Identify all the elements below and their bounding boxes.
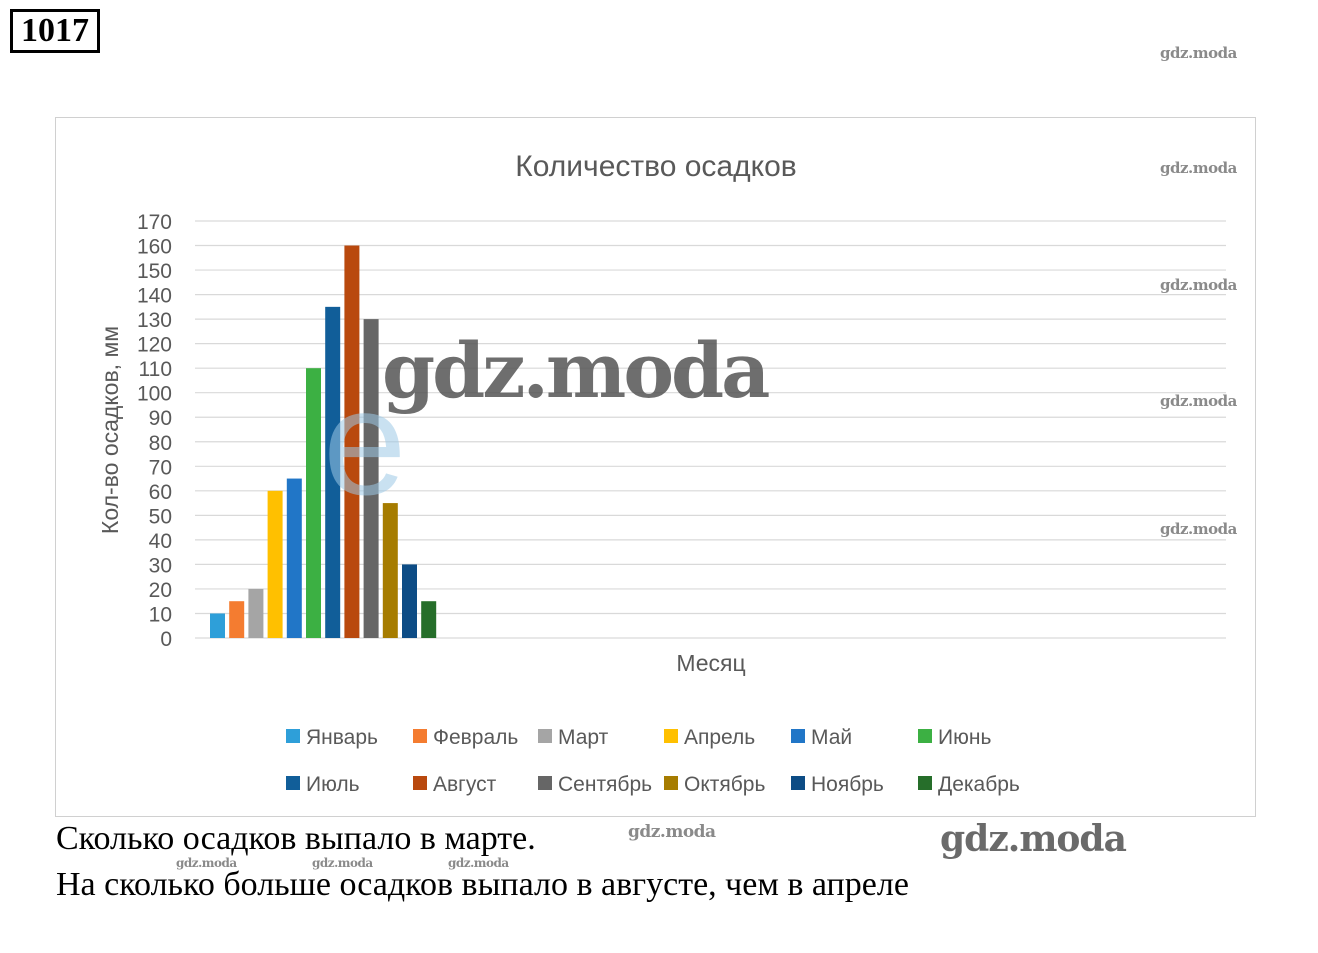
watermark-small: gdz.moda — [1160, 276, 1237, 294]
bar-6 — [306, 368, 321, 638]
watermark-e: e — [323, 358, 406, 526]
legend-label: Октябрь — [684, 773, 765, 796]
y-tick-label: 150 — [137, 260, 172, 283]
y-tick-label: 0 — [160, 628, 172, 651]
legend-label: Август — [433, 773, 497, 796]
legend-label: Апрель — [684, 726, 755, 749]
bar-1 — [210, 613, 225, 638]
legend-swatch — [791, 776, 805, 790]
question-1: Сколько осадков выпало в марте. — [56, 820, 536, 857]
legend-swatch — [286, 776, 300, 790]
y-tick-label: 10 — [149, 603, 172, 626]
legend-label: Март — [558, 726, 609, 749]
y-tick-label: 90 — [149, 407, 172, 430]
bars — [210, 245, 437, 638]
y-tick-label: 80 — [149, 432, 172, 455]
legend-label: Май — [811, 726, 852, 749]
bar-8 — [344, 245, 360, 638]
bar-11 — [402, 564, 417, 638]
legend-swatch — [538, 729, 552, 743]
y-tick-label: 170 — [137, 211, 172, 234]
y-tick-label: 120 — [137, 334, 172, 357]
chart-title: Количество осадков — [515, 150, 796, 183]
bar-5 — [286, 478, 302, 638]
y-axis-label: Кол-во осадков, мм — [97, 326, 123, 534]
watermark-small: gdz.moda — [628, 822, 716, 842]
watermark-small: gdz.moda — [1160, 520, 1237, 538]
legend-swatch — [664, 729, 678, 743]
precipitation-chart: Количество осадков 010203040506070809010… — [97, 150, 1226, 796]
legend-label: Сентябрь — [558, 773, 652, 796]
legend-swatch — [918, 776, 932, 790]
bar-12 — [421, 601, 437, 638]
bar-7 — [325, 306, 341, 638]
legend-swatch — [791, 729, 805, 743]
y-tick-label: 130 — [137, 309, 172, 332]
watermark-small: gdz.moda — [1160, 392, 1237, 410]
legend-label: Июль — [306, 773, 360, 796]
bar-2 — [229, 601, 245, 638]
y-tick-label: 20 — [149, 579, 172, 602]
y-tick-label: 110 — [139, 358, 172, 381]
y-tick-label: 160 — [137, 236, 172, 259]
legend-label: Февраль — [433, 726, 518, 749]
legend-swatch — [918, 729, 932, 743]
watermark-small: gdz.moda — [1160, 159, 1237, 177]
legend-swatch — [413, 729, 427, 743]
y-tick-label: 100 — [137, 383, 172, 406]
watermark-large: gdz.moda — [382, 326, 770, 415]
legend-swatch — [664, 776, 678, 790]
legend-label: Июнь — [938, 726, 991, 749]
legend: Январь Февраль Март Апрель Май Июнь Июль Август… — [286, 726, 1020, 796]
watermark-medium: gdz.moda — [940, 818, 1127, 860]
task-number: 1017 — [10, 9, 100, 53]
legend-swatch — [286, 729, 300, 743]
watermark-small: gdz.moda — [1160, 44, 1237, 62]
y-tick-label: 30 — [149, 554, 172, 577]
bar-3 — [248, 588, 264, 638]
chart-frame: Количество осадков 0 10 20 30 40 50 60 70 80 90 10… — [55, 117, 1256, 817]
legend-swatch — [538, 776, 552, 790]
y-tick-label: 140 — [137, 285, 172, 308]
watermark-small: gdz.moda — [312, 856, 373, 870]
y-tick-labels: 0102030405060708090100110120130140150160… — [137, 211, 172, 651]
legend-label: Январь — [306, 726, 378, 749]
legend-label: Ноябрь — [811, 773, 884, 796]
x-axis-label: Месяц — [676, 650, 745, 676]
watermark-small: gdz.moda — [176, 856, 237, 870]
y-tick-label: 40 — [149, 530, 172, 553]
question-2: На сколько больше осадков выпало в авгус… — [56, 866, 909, 903]
bar-4 — [267, 490, 283, 638]
y-tick-label: 60 — [149, 481, 172, 504]
bar-10 — [382, 503, 398, 638]
y-tick-label: 50 — [149, 505, 172, 528]
watermark-small: gdz.moda — [448, 856, 509, 870]
y-tick-label: 70 — [149, 456, 172, 479]
legend-swatch — [413, 776, 427, 790]
bar-9 — [363, 319, 379, 638]
legend-label: Декабрь — [938, 773, 1020, 796]
